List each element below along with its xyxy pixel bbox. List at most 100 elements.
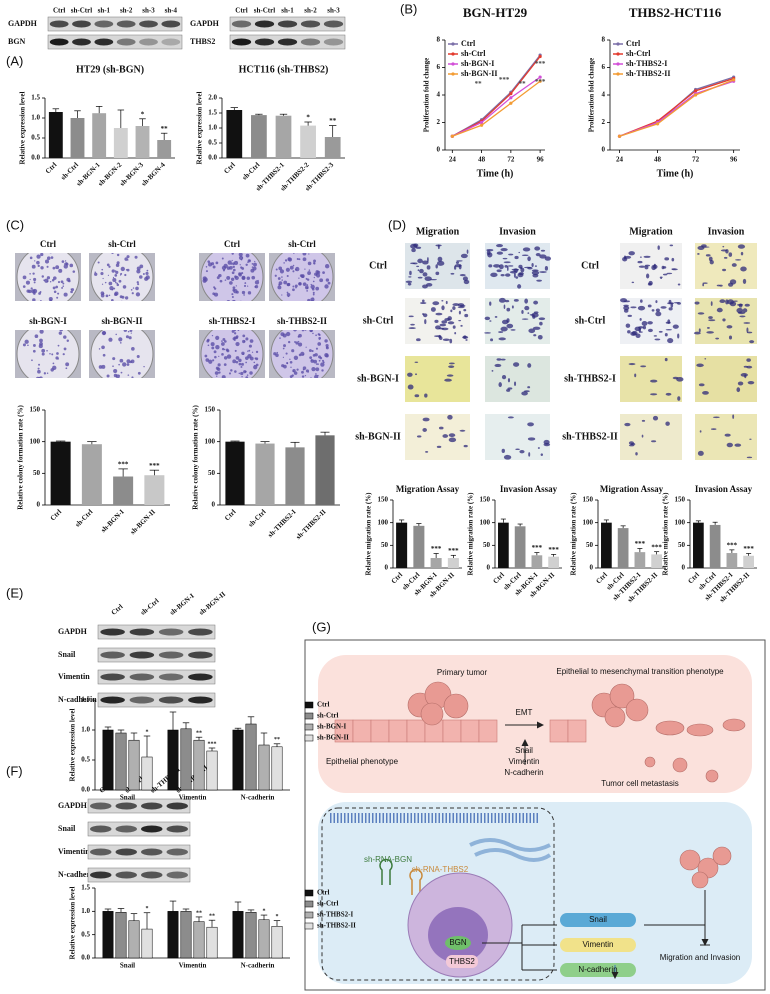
colony xyxy=(320,362,325,367)
colony xyxy=(234,275,239,281)
colony xyxy=(315,273,321,278)
colony xyxy=(245,253,250,258)
colony xyxy=(37,367,40,370)
colony xyxy=(136,355,140,359)
cell-blob xyxy=(733,300,738,302)
transwell-image xyxy=(405,243,470,289)
colony xyxy=(97,261,100,264)
colony xyxy=(243,294,245,296)
chart-title: Migration Assay xyxy=(396,484,460,494)
cell-blob xyxy=(425,450,429,453)
colony xyxy=(126,359,131,364)
cell-blob xyxy=(414,361,419,363)
significance: ** xyxy=(209,914,215,920)
cell-blob xyxy=(504,299,510,303)
cell-blob xyxy=(702,283,705,287)
y-axis-label: Relative expression level xyxy=(69,886,77,959)
colony xyxy=(298,353,302,357)
legend-swatch xyxy=(304,900,314,908)
blot-band xyxy=(129,696,155,704)
cell-blob xyxy=(704,358,707,360)
significance: ** xyxy=(196,910,202,916)
y-tick-label: 0 xyxy=(37,501,41,509)
blot-row-label: Snail xyxy=(58,650,76,659)
colony xyxy=(127,374,130,376)
annotation: ** xyxy=(519,80,527,88)
colony xyxy=(61,286,64,289)
blot-band xyxy=(116,38,136,46)
blot-strip xyxy=(97,647,216,663)
colony xyxy=(50,368,54,372)
cell-blob xyxy=(710,428,717,430)
colony xyxy=(226,299,231,301)
colony xyxy=(319,278,324,283)
colony xyxy=(32,349,36,353)
colony xyxy=(112,276,115,279)
cell-blob xyxy=(507,387,513,390)
colony xyxy=(305,346,307,348)
cell-blob xyxy=(722,245,725,248)
colony xyxy=(301,375,305,378)
error-bar xyxy=(329,125,337,137)
cell-blob xyxy=(539,254,547,259)
point xyxy=(538,79,542,83)
significance: *** xyxy=(743,545,754,553)
error-bar xyxy=(117,109,125,128)
cell-blob xyxy=(496,243,503,248)
colony xyxy=(136,266,141,271)
colony xyxy=(40,266,44,270)
significance: * xyxy=(276,914,279,920)
cell-blob xyxy=(466,249,469,254)
legend-label: sh-Ctrl xyxy=(317,900,338,908)
colony xyxy=(313,262,316,265)
diagram-label: N-cadherin xyxy=(504,768,543,777)
legend-label: sh-BGN-I xyxy=(317,723,346,731)
cell-blob xyxy=(450,309,453,313)
x-axis-label: Time (h) xyxy=(477,168,514,179)
colony xyxy=(234,370,237,373)
cell-blob xyxy=(660,277,663,280)
colony xyxy=(289,265,294,270)
cell-blob xyxy=(422,417,430,422)
cell-blob xyxy=(533,334,537,337)
error-bar xyxy=(260,441,270,444)
blot-band xyxy=(300,38,321,46)
error-bar xyxy=(55,440,66,442)
colony xyxy=(36,254,41,259)
y-tick-label: 150 xyxy=(480,496,491,504)
blot-strip xyxy=(97,624,216,640)
colony xyxy=(302,353,305,356)
cell-blob xyxy=(746,327,749,333)
cell-blob xyxy=(697,312,705,315)
cell-blob xyxy=(507,265,514,267)
cell-blob xyxy=(646,273,650,279)
image-bg xyxy=(620,414,682,460)
colony xyxy=(230,369,233,372)
cell-blob xyxy=(662,273,668,276)
x-tick-label: sh-BGN-4 xyxy=(140,161,167,188)
cell-blob xyxy=(491,370,494,372)
significance: * xyxy=(306,114,310,122)
cell-blob xyxy=(416,435,422,438)
cell-blob xyxy=(444,378,452,382)
chart-title: THBS2-HCT116 xyxy=(629,5,722,20)
error-bar xyxy=(130,913,138,921)
colony xyxy=(310,359,313,361)
colony xyxy=(223,363,227,366)
colony xyxy=(52,266,56,270)
transwell-image xyxy=(695,414,757,460)
colony xyxy=(317,333,320,336)
diagram-label: Snail xyxy=(589,915,607,924)
colony xyxy=(46,265,49,268)
cell-blob xyxy=(454,332,457,335)
colony xyxy=(118,337,123,342)
significance: *** xyxy=(208,741,217,747)
error-bar xyxy=(551,554,557,557)
significance: *** xyxy=(532,544,543,552)
colony xyxy=(116,283,120,287)
cell-blob xyxy=(671,268,676,270)
cell-blob xyxy=(408,315,414,318)
cell-blob xyxy=(448,362,455,365)
y-tick-label: 2.0 xyxy=(208,94,217,102)
error-bar xyxy=(130,732,138,741)
